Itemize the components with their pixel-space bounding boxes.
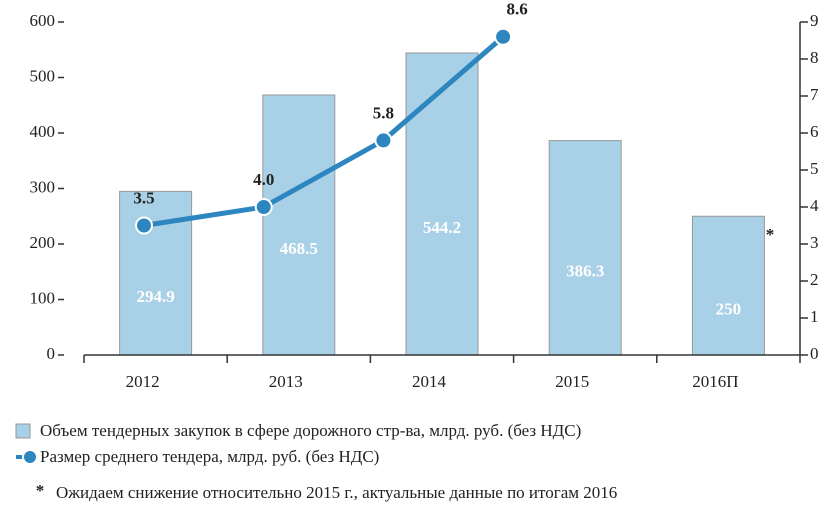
bar — [548, 140, 622, 356]
x-tick-label: 2015 — [555, 372, 589, 391]
y-tick-label: 0 — [47, 344, 56, 363]
line — [143, 34, 505, 228]
line-marker — [374, 131, 393, 150]
bar-label: 386.3 — [566, 262, 604, 281]
legend-swatch — [15, 423, 31, 439]
y2-tick-label: 9 — [810, 11, 819, 30]
x-tick-label: 2016П — [692, 372, 738, 391]
legend-label: Размер среднего тендера, млрд. руб. (без… — [40, 447, 379, 466]
y2-tick-label: 7 — [810, 85, 819, 104]
footnote: Ожидаем снижение относительно 2015 г., а… — [56, 483, 617, 502]
legend-marker — [22, 449, 38, 465]
y2-tick-label: 8 — [810, 48, 819, 67]
bar — [262, 94, 336, 356]
y2-tick-label: 3 — [810, 233, 819, 252]
bar-label: 250 — [716, 300, 742, 319]
y-tick-label: 500 — [30, 66, 56, 85]
y2-tick-label: 0 — [810, 344, 819, 363]
line-label: 8.6 — [506, 0, 527, 19]
y-tick-label: 100 — [30, 288, 56, 307]
bar — [119, 190, 193, 356]
y-tick-label: 200 — [30, 233, 56, 252]
y2-tick-label: 1 — [810, 307, 819, 326]
line-marker — [135, 216, 153, 235]
y-tick-label: 600 — [30, 11, 56, 30]
annotation: * — [766, 225, 775, 244]
y-tick-label: 400 — [30, 122, 56, 141]
line-label: 5.8 — [373, 103, 394, 122]
y2-tick-label: 6 — [810, 122, 819, 141]
footnote-mark: * — [36, 481, 45, 500]
x-tick-label: 2013 — [269, 372, 303, 391]
bar — [691, 215, 765, 356]
y-tick-label: 300 — [30, 177, 56, 196]
line-marker — [254, 198, 273, 216]
y2-tick-label: 4 — [810, 196, 819, 215]
legend-label: Объем тендерных закупок в сфере дорожног… — [40, 421, 581, 440]
line-marker — [494, 27, 513, 46]
bar-label: 544.2 — [423, 218, 461, 237]
x-tick-label: 2014 — [412, 372, 447, 391]
y2-tick-label: 5 — [810, 159, 819, 178]
y2-tick-label: 2 — [810, 270, 819, 289]
x-tick-label: 2012 — [126, 372, 160, 391]
bar-label: 468.5 — [280, 239, 318, 258]
line-label: 3.5 — [133, 188, 154, 207]
bar — [405, 52, 479, 356]
bar-label: 294.9 — [136, 287, 174, 306]
line-label: 4.0 — [253, 170, 274, 189]
